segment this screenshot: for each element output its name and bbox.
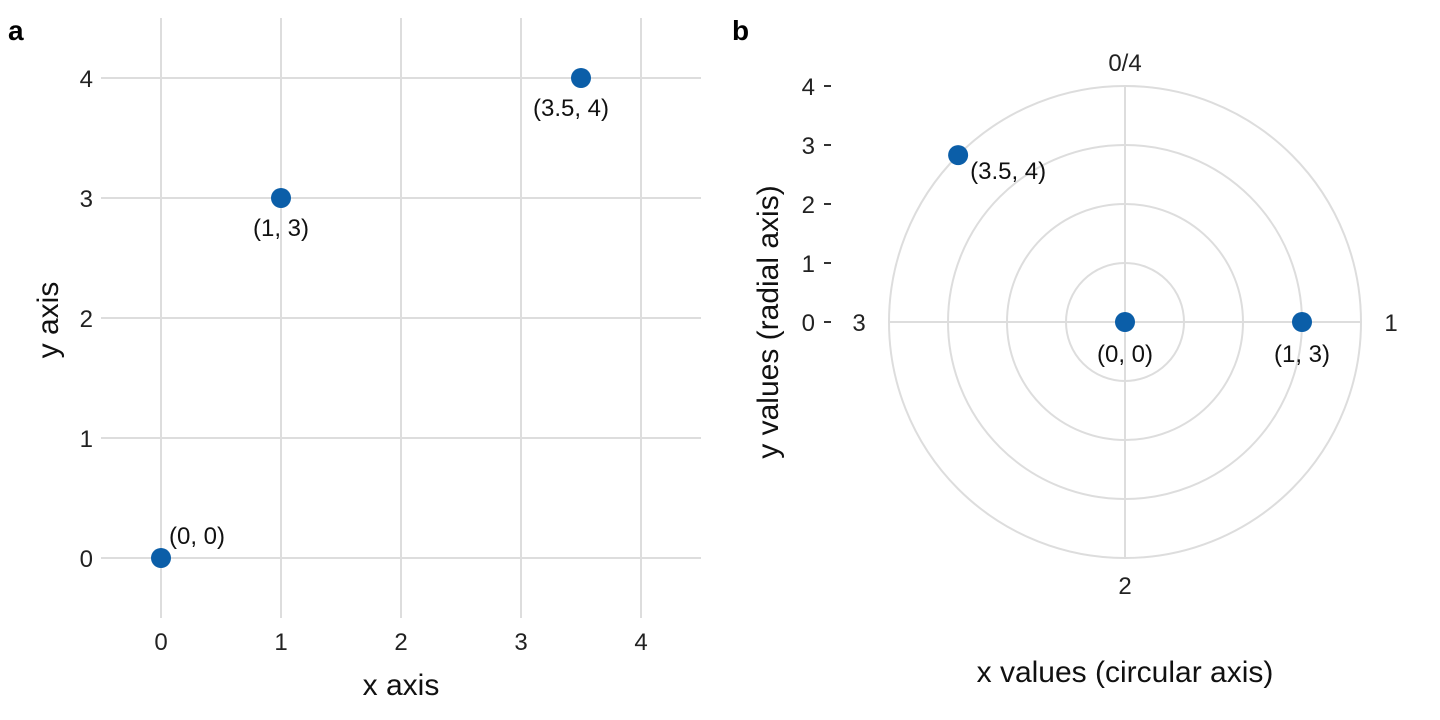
radial-tick-label: 0 <box>802 310 815 337</box>
data-point <box>1115 312 1135 332</box>
data-point-label: (0, 0) <box>1097 341 1153 368</box>
y-tick-label: 2 <box>80 306 93 333</box>
y-tick-label: 0 <box>80 546 93 573</box>
panel-a-grid <box>101 18 701 618</box>
x-tick-label: 0 <box>154 629 167 656</box>
panel-b-angle-ticks: 0/4 1 2 3 <box>852 50 1397 600</box>
data-point-label: (0, 0) <box>169 523 225 550</box>
data-point <box>151 548 171 568</box>
data-point-label: (1, 3) <box>1274 341 1330 368</box>
data-point-label: (3.5, 4) <box>970 158 1046 185</box>
panel-b-x-axis-title: x values (circular axis) <box>977 656 1274 689</box>
angle-tick-label: 0/4 <box>1108 50 1141 77</box>
data-point <box>948 145 969 166</box>
radial-tick-label: 2 <box>802 192 815 219</box>
data-point <box>1292 312 1312 332</box>
y-tick-label: 3 <box>80 186 93 213</box>
angle-tick-label: 3 <box>852 310 865 337</box>
panel-a-x-axis-title: x axis <box>363 669 440 702</box>
y-tick-label: 4 <box>80 66 93 93</box>
panel-b-polar-scatter: b 0 1 2 3 4 0/4 1 2 3 (0, 0) (1, 3) (3.5, 4) x va… <box>732 15 1398 689</box>
x-tick-label: 3 <box>514 629 527 656</box>
panel-a-x-ticks: 0 1 2 3 4 <box>154 629 647 656</box>
data-point <box>271 188 291 208</box>
x-tick-label: 4 <box>634 629 647 656</box>
angle-tick-label: 1 <box>1384 310 1397 337</box>
panel-b-y-axis-title: y values (radial axis) <box>752 185 785 458</box>
y-tick-label: 1 <box>80 426 93 453</box>
x-tick-label: 1 <box>274 629 287 656</box>
panel-a-tag: a <box>8 15 24 46</box>
angle-tick-label: 2 <box>1118 573 1131 600</box>
data-point-label: (1, 3) <box>253 215 309 242</box>
panel-a-points: (0, 0) (1, 3) (3.5, 4) <box>151 68 609 568</box>
radial-tick-label: 1 <box>802 251 815 278</box>
panel-b-radial-ticks: 0 1 2 3 4 <box>802 74 831 337</box>
radial-tick-label: 4 <box>802 74 815 101</box>
panel-a-cartesian-scatter: a 0 1 2 3 4 0 1 2 3 4 (0, 0) (1, 3) (3.5, 4) x axi… <box>8 15 701 702</box>
panel-b-points: (0, 0) (1, 3) (3.5, 4) <box>948 145 1330 368</box>
data-point-label: (3.5, 4) <box>533 95 609 122</box>
panel-a-y-axis-title: y axis <box>32 282 65 359</box>
x-tick-label: 2 <box>394 629 407 656</box>
panel-b-tag: b <box>732 15 749 46</box>
panel-a-y-ticks: 0 1 2 3 4 <box>80 66 93 573</box>
data-point <box>571 68 591 88</box>
radial-tick-label: 3 <box>802 133 815 160</box>
